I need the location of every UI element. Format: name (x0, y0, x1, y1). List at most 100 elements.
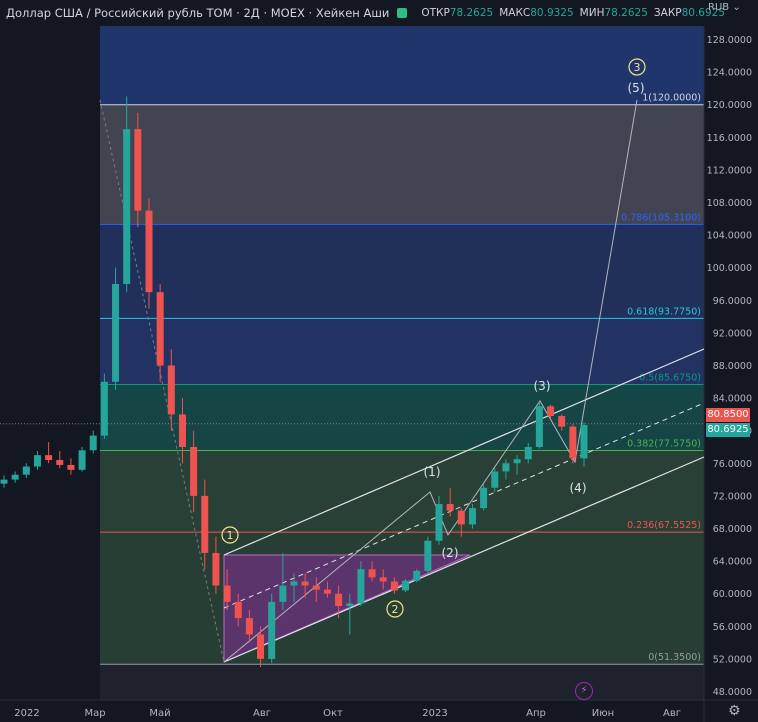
fib-zone-background (100, 26, 704, 700)
candle-body (279, 585, 287, 602)
y-tick-label: 60.0000 (713, 589, 752, 600)
wave-label: (2) (442, 546, 459, 560)
y-tick-label: 52.0000 (713, 654, 752, 665)
y-axis-background (704, 26, 758, 700)
candle-body (112, 284, 120, 382)
fib-level-label: 0.618(93.7750) (627, 306, 701, 317)
fib-level-label: 0.786(105.3100) (621, 212, 701, 223)
candle-body (234, 601, 242, 619)
fib-zone (100, 224, 704, 319)
x-tick-label: Окт (323, 708, 343, 719)
x-tick-label: Апр (526, 708, 546, 719)
candle-body (223, 585, 231, 602)
candle-body (190, 447, 198, 496)
gear-icon[interactable]: ⚙ (728, 703, 741, 719)
candle-body (535, 406, 543, 447)
y-tick-label: 120.0000 (707, 100, 752, 111)
y-tick-label: 76.0000 (713, 459, 752, 470)
fib-zone (100, 104, 704, 225)
candle-body (145, 210, 153, 293)
high-value: 80.9325 (530, 7, 574, 19)
candle-body (33, 455, 41, 467)
candle-body (67, 464, 75, 470)
channel-lower (223, 456, 705, 663)
candle-body (156, 292, 164, 366)
y-tick-label: 116.0000 (707, 133, 752, 144)
candle-body (524, 447, 532, 460)
wave-label: (5) (628, 81, 645, 95)
candle-body (312, 585, 320, 590)
elliott-wave-path (223, 99, 638, 663)
candle-body (480, 487, 488, 509)
wave-circle (628, 58, 646, 76)
candle-body (346, 603, 354, 606)
candle-body (424, 540, 432, 571)
candle-body (335, 593, 343, 606)
open-value: 78.2625 (449, 7, 494, 19)
candle-body (11, 474, 19, 480)
candle-body (56, 460, 64, 465)
y-tick-label: 68.0000 (713, 524, 752, 535)
y-tick-label: 128.0000 (707, 35, 752, 46)
symbol-title[interactable]: Доллар США / Российский рубль TOM · 2Д ·… (6, 6, 390, 20)
candle-body (45, 455, 53, 461)
candle-body (390, 581, 398, 591)
currency-label: RUB (708, 2, 730, 13)
wave-label: (1) (424, 465, 441, 479)
y-tick-label: 48.0000 (713, 687, 752, 698)
candle-body (212, 552, 220, 586)
y-tick-label: 108.0000 (707, 198, 752, 209)
candle-body (301, 581, 309, 586)
fib-level-label: 0.5(85.6750) (639, 372, 701, 383)
candle-body (558, 416, 566, 427)
fib-level-label: 0.382(77.5750) (627, 438, 701, 449)
close-label: ЗАКР (653, 7, 682, 19)
candle-body (435, 504, 443, 541)
wave-labels: 1 2 3 (1) (2) (3) (4) (5) (221, 58, 646, 618)
y-tick-label: 124.0000 (707, 68, 752, 79)
x-tick-label: Авг (253, 708, 271, 719)
fib-level-label: 1(120.0000) (642, 93, 701, 104)
candle-body (178, 414, 186, 447)
fib-zone-top (100, 26, 704, 105)
x-tick-label: Май (149, 708, 170, 719)
candle-body (290, 581, 298, 586)
candle-body (123, 129, 131, 284)
y-tick-label: 112.0000 (707, 165, 752, 176)
x-tick-label: 2023 (422, 708, 447, 719)
close-value: 80.6925 (681, 7, 726, 19)
fib-retracement: 1(120.0000) 0.786(105.3100) 0.618(93.7750)… (100, 26, 704, 665)
x-tick-label: Мар (84, 708, 105, 719)
candle-body (513, 459, 521, 464)
high-label: МАКС (499, 7, 531, 19)
wave-label: 3 (634, 61, 641, 74)
candle-body (569, 426, 577, 459)
lightning-icon[interactable]: ⚡ (575, 682, 593, 700)
candle-body (402, 580, 410, 591)
wave-label: (3) (534, 379, 551, 393)
currency-selector[interactable]: RUB ⌄ (708, 2, 741, 13)
wave-label: (4) (570, 481, 587, 495)
candle-body (134, 129, 142, 211)
candle-body (457, 510, 465, 525)
fib-zone (100, 318, 704, 385)
y-tick-label: 92.0000 (713, 328, 752, 339)
price-tag-close: 80.6925 (706, 422, 750, 437)
candle-body (446, 504, 454, 511)
chart-header: Доллар США / Российский рубль TOM · 2Д ·… (0, 0, 725, 26)
low-label: МИН (579, 7, 605, 19)
candle-body (413, 570, 421, 581)
channel-upper (223, 348, 705, 556)
x-tick-label: Июн (592, 708, 614, 719)
y-tick-label: 88.0000 (713, 361, 752, 372)
candle-body (167, 365, 175, 415)
fib-level-label: 0.236(67.5525) (627, 520, 701, 531)
fib-zone (100, 532, 704, 665)
candle-body (201, 495, 209, 553)
candle-body (22, 466, 30, 475)
open-label: ОТКР (421, 7, 450, 19)
candle-body (491, 471, 499, 488)
y-tick-label: 72.0000 (713, 491, 752, 502)
y-tick-label: 104.0000 (707, 231, 752, 242)
